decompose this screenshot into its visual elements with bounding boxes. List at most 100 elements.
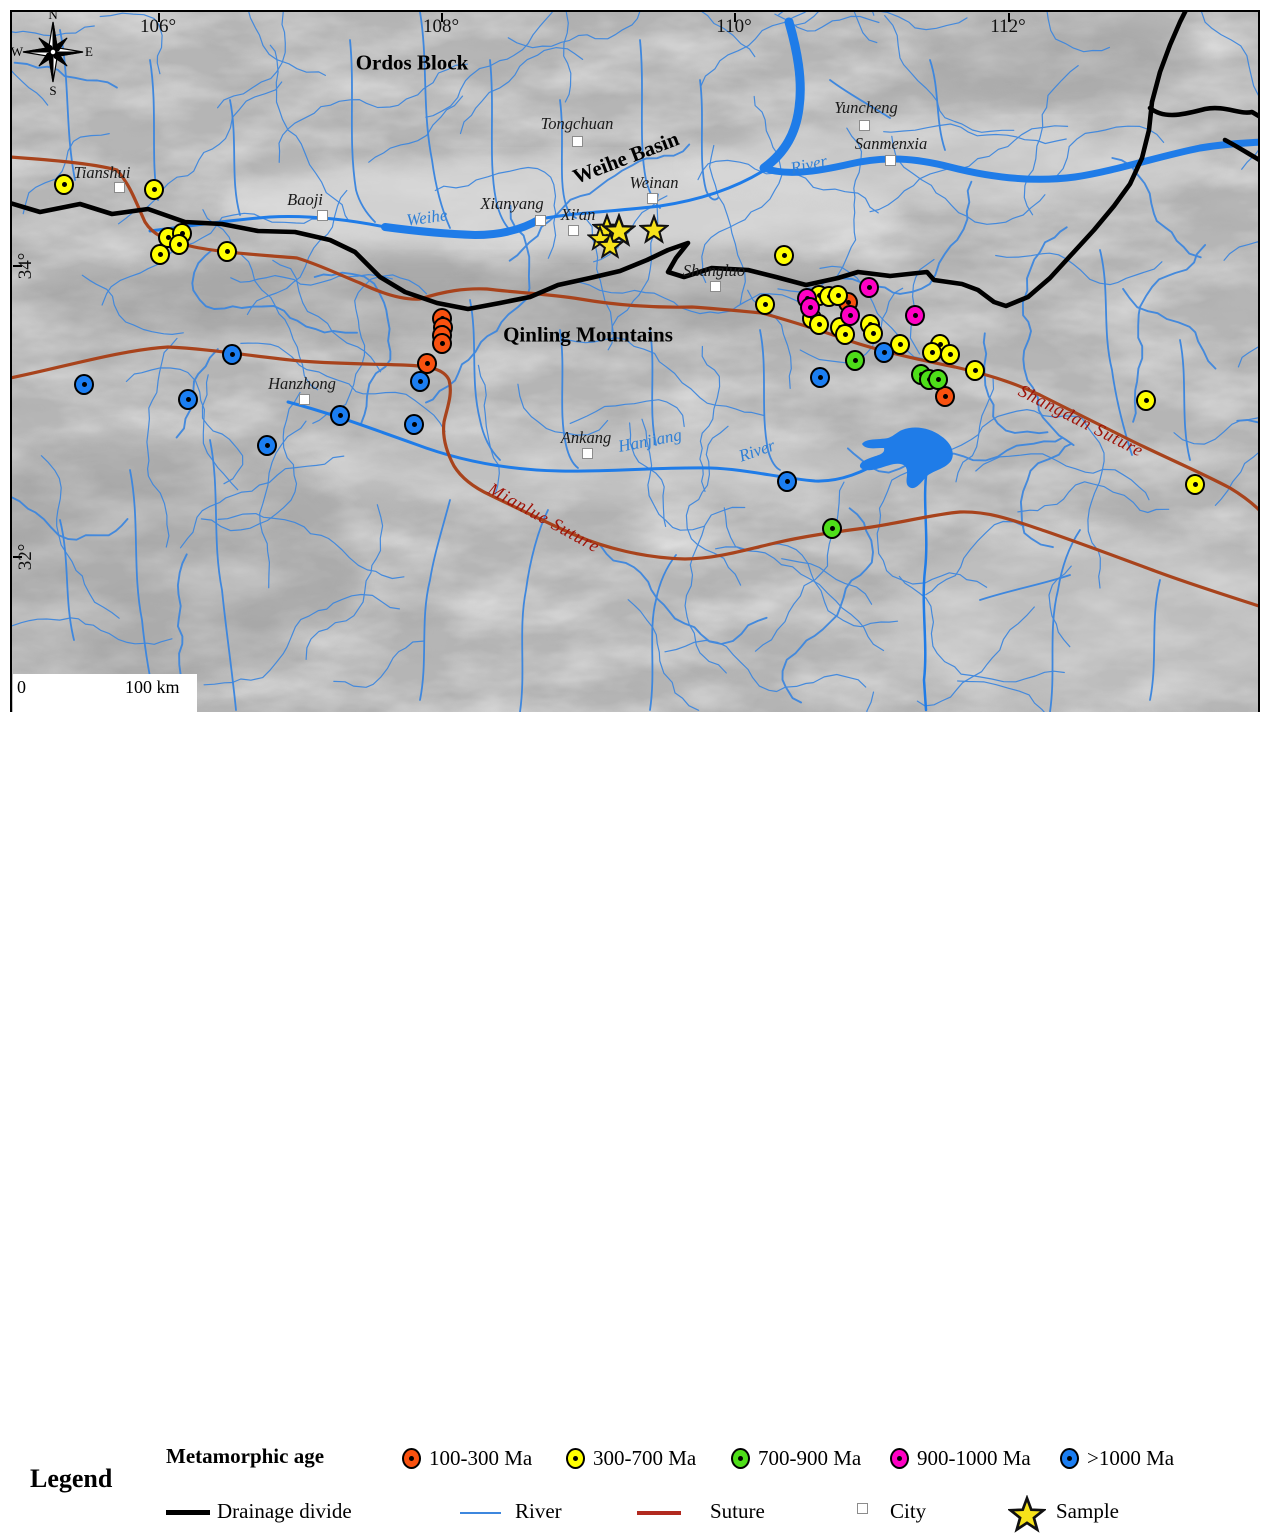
city-name-label: Tianshui <box>73 163 131 182</box>
age-dot <box>755 293 775 315</box>
age-dot <box>144 178 164 200</box>
svg-text:S: S <box>49 83 56 98</box>
lat-tick <box>13 265 22 267</box>
terrain-layer <box>12 12 1258 712</box>
age-legend-item: >1000 Ma <box>1060 1446 1174 1471</box>
age-dot <box>150 243 170 265</box>
drainage-divide-label: Drainage divide <box>217 1499 352 1523</box>
age-dot <box>905 304 925 326</box>
age-range-label: 300-700 Ma <box>593 1446 697 1470</box>
age-dot <box>217 240 237 262</box>
lon-label: 106° <box>139 16 177 37</box>
age-dot <box>965 359 985 381</box>
age-dot <box>828 284 848 306</box>
age-dot <box>74 373 94 395</box>
age-dot-swatch <box>1060 1448 1079 1469</box>
city-marker <box>114 182 125 193</box>
age-dot <box>840 304 860 326</box>
lat-tick <box>13 556 22 558</box>
age-dot <box>874 341 894 363</box>
age-legend-item: 900-1000 Ma <box>890 1446 1031 1471</box>
city-marker <box>317 210 328 221</box>
svg-text:N: N <box>48 10 58 22</box>
age-dot <box>417 352 437 374</box>
suture-label: Suture <box>710 1499 765 1523</box>
city-marker <box>299 394 310 405</box>
sample-star <box>638 213 670 244</box>
age-dot <box>1185 473 1205 495</box>
age-dot <box>774 244 794 266</box>
sample-star <box>595 230 625 259</box>
age-dot <box>922 341 942 363</box>
age-dot <box>432 332 452 354</box>
map-layers: N S W E <box>12 10 1258 712</box>
svg-text:E: E <box>85 44 93 59</box>
city-name-label: Weinan <box>629 173 679 192</box>
city-name-label: Xianyang <box>480 194 544 213</box>
scale-bar-panel: 0 100 km <box>13 674 197 712</box>
compass-rose: N S W E <box>12 10 93 98</box>
age-legend-item: 100-300 Ma <box>402 1446 532 1471</box>
city-name-label: Hanzhong <box>268 374 336 393</box>
age-dot-swatch <box>566 1448 585 1469</box>
city-marker <box>535 215 546 226</box>
city-name-label: Xi'an <box>560 205 596 224</box>
city-name-label: Yuncheng <box>834 98 898 117</box>
region-label: Ordos Block <box>355 50 469 75</box>
lon-label: 110° <box>716 16 752 37</box>
city-name-label: Tongchuan <box>540 114 614 133</box>
city-marker <box>568 225 579 236</box>
city-label: City <box>890 1499 927 1523</box>
age-dot <box>928 368 948 390</box>
age-dot <box>810 366 830 388</box>
age-legend-item: 700-900 Ma <box>731 1446 861 1471</box>
lon-label: 108° <box>422 16 460 37</box>
city-marker <box>859 120 870 131</box>
age-dot <box>863 322 883 344</box>
sample-star <box>600 212 638 247</box>
age-dot <box>330 404 350 426</box>
age-dot <box>54 173 74 195</box>
city-marker <box>647 193 658 204</box>
age-dot <box>777 470 797 492</box>
scale-distance-label: 100 km <box>125 677 180 697</box>
city-marker <box>885 155 896 166</box>
age-dot-swatch <box>890 1448 909 1469</box>
lon-tick <box>734 13 736 22</box>
drainage-divide-swatch <box>166 1510 210 1515</box>
age-dot <box>404 413 424 435</box>
drainage-divide-line <box>12 12 1258 312</box>
sample-label: Sample <box>1056 1499 1119 1523</box>
age-range-label: >1000 Ma <box>1087 1446 1175 1470</box>
sample-star-icon <box>1006 1494 1048 1533</box>
suture-swatch <box>637 1511 681 1515</box>
lon-label: 112° <box>990 16 1026 37</box>
scale-zero-label: 0 <box>17 677 26 697</box>
age-dot-swatch <box>731 1448 750 1469</box>
age-dot <box>222 343 242 365</box>
legend-title: Legend <box>30 1464 113 1493</box>
age-legend-item: 300-700 Ma <box>566 1446 696 1471</box>
city-name-label: Ankang <box>560 428 612 447</box>
reservoir <box>859 427 953 489</box>
age-range-label: 700-900 Ma <box>758 1446 862 1470</box>
river-label: River <box>515 1499 562 1523</box>
age-dot <box>257 434 277 456</box>
age-dot <box>845 349 865 371</box>
metamorphic-age-title: Metamorphic age <box>166 1444 325 1468</box>
age-dot <box>1136 389 1156 411</box>
age-range-label: 100-300 Ma <box>429 1446 533 1470</box>
age-range-label: 900-1000 Ma <box>917 1446 1031 1470</box>
age-dot <box>800 296 820 318</box>
city-name-label: Baoji <box>287 190 323 209</box>
city-marker <box>572 136 583 147</box>
lon-tick <box>441 13 443 22</box>
city-marker <box>710 281 721 292</box>
qinling-map-figure: { "map": { "lon_ticks": [ {"label": "106… <box>10 10 1260 1533</box>
age-dot <box>835 323 855 345</box>
age-dot <box>890 333 910 355</box>
age-dot <box>178 388 198 410</box>
city-swatch <box>857 1503 868 1514</box>
age-dot <box>859 276 879 298</box>
age-dot-swatch <box>402 1448 421 1469</box>
